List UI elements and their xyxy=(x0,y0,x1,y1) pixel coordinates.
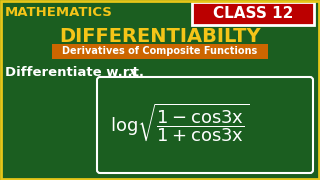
Text: MATHEMATICS: MATHEMATICS xyxy=(5,6,113,19)
Text: CLASS 12: CLASS 12 xyxy=(213,6,293,21)
Text: $\mathrm{log}\sqrt{\dfrac{\mathrm{1-cos3x}}{\mathrm{1+cos3x}}}$: $\mathrm{log}\sqrt{\dfrac{\mathrm{1-cos3… xyxy=(110,102,249,144)
FancyBboxPatch shape xyxy=(97,77,313,173)
FancyBboxPatch shape xyxy=(192,2,314,25)
Text: Differentiate w.r.t.: Differentiate w.r.t. xyxy=(5,66,148,78)
Text: Derivatives of Composite Functions: Derivatives of Composite Functions xyxy=(62,46,258,57)
Text: DIFFERENTIABILTY: DIFFERENTIABILTY xyxy=(59,28,261,46)
FancyBboxPatch shape xyxy=(52,44,268,59)
Text: x: x xyxy=(128,66,136,79)
